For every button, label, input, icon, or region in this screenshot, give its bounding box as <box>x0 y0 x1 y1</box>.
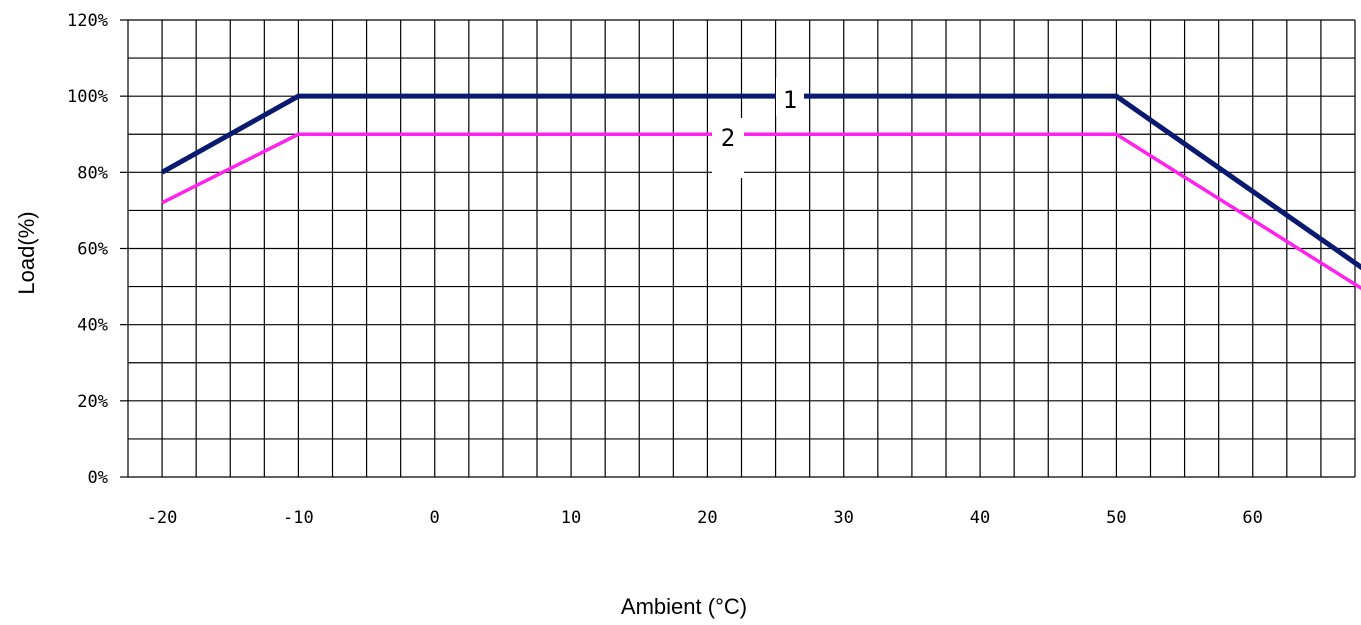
series-1-line <box>160 93 1361 271</box>
tick-labels: 0% 20% 40% 60% 80% 100% 120% -20 -10 0 10 20 30 40 50 6… <box>67 11 1263 528</box>
x-tick-label: 60 <box>1242 508 1262 528</box>
x-tick-label: 50 <box>1106 508 1126 528</box>
x-tick-label: -10 <box>283 508 314 528</box>
y-tick-label: 60% <box>77 240 108 260</box>
x-tick-label: 40 <box>970 508 990 528</box>
series-2-label: 2 <box>721 124 735 152</box>
series-2-label-background <box>712 118 744 178</box>
series-group <box>160 93 1361 291</box>
series-2-label-group: 2 <box>712 118 744 178</box>
grid <box>127 19 1356 478</box>
series-1-label-group: 1 <box>776 78 804 116</box>
x-axis-label: Ambient (°C) <box>621 594 747 619</box>
series-2-line <box>161 132 1361 291</box>
series-1-label: 1 <box>783 86 797 114</box>
y-tick-label: 0% <box>88 468 108 488</box>
y-tick-label: 80% <box>77 163 108 183</box>
y-axis-label: Load(%) <box>14 211 39 294</box>
x-tick-label: 20 <box>697 508 717 528</box>
y-tick-label: 100% <box>67 87 108 107</box>
x-tick-label: 0 <box>430 508 440 528</box>
y-tick-label: 20% <box>77 392 108 412</box>
y-tick-label: 40% <box>77 316 108 336</box>
x-tick-label: -20 <box>147 508 178 528</box>
x-tick-label: 10 <box>561 508 581 528</box>
x-tick-label: 30 <box>833 508 853 528</box>
series-1-label-background <box>776 78 804 116</box>
y-tick-label: 120% <box>67 11 108 31</box>
